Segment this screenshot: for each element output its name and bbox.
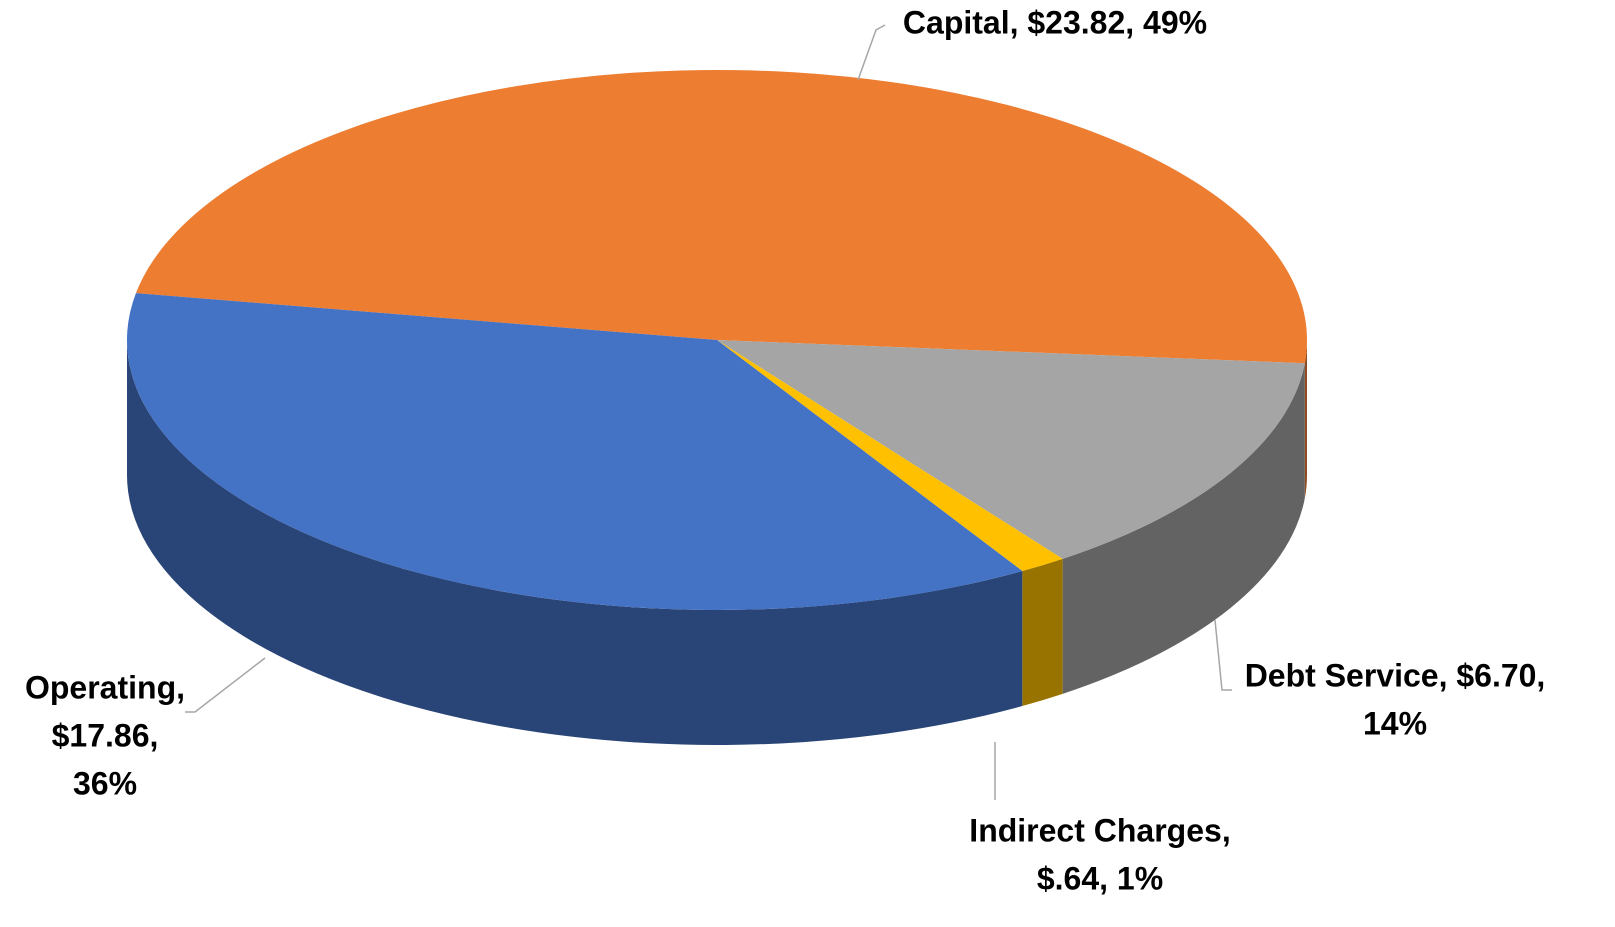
leader-line [857,24,886,81]
data-label: $.64, 1% [1037,860,1163,896]
leader-line [185,657,266,713]
data-label: $17.86, [52,717,159,753]
slice [717,340,1305,559]
leader-line [1214,619,1232,691]
slice-side [126,340,1023,745]
slice [135,69,1308,364]
data-labels: Capital, $23.82, 49% Debt Service, $6.70,… [25,4,1545,896]
slice-side [1304,340,1307,499]
data-label: Indirect Charges, [969,812,1230,848]
data-label: Capital, $23.82, 49% [903,4,1207,40]
slice [717,340,1063,572]
data-label: 14% [1363,705,1427,741]
pie-sides [126,340,1307,745]
data-label: 36% [73,765,137,801]
data-label: Operating, [25,669,185,705]
slice-side [1062,363,1305,694]
slice [126,293,1023,610]
data-label: Debt Service, $6.70, [1245,657,1546,693]
pie-tops [126,69,1308,610]
slice-side [1022,558,1063,707]
